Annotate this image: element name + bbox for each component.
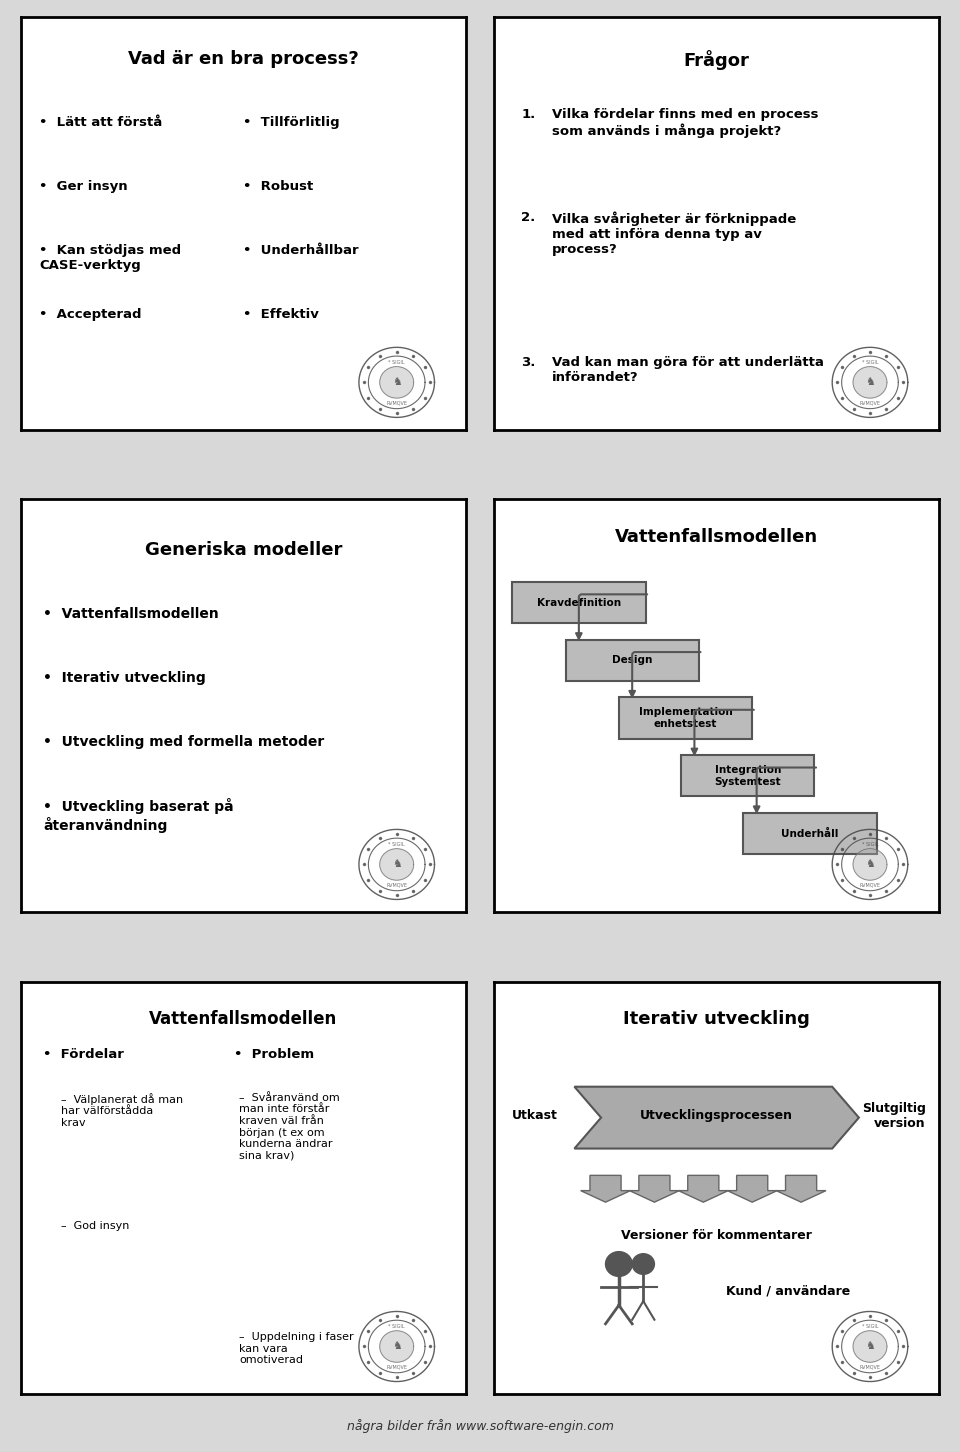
Text: 2.: 2.: [521, 211, 536, 224]
Text: * SIGIL: * SIGIL: [389, 360, 405, 364]
Text: 1.: 1.: [521, 107, 536, 121]
Polygon shape: [728, 1175, 777, 1202]
Text: •  Lätt att förstå: • Lätt att förstå: [39, 116, 162, 129]
Polygon shape: [679, 1175, 729, 1202]
Text: Vattenfallsmodellen: Vattenfallsmodellen: [615, 529, 818, 546]
Text: Integration
Systemtest: Integration Systemtest: [714, 765, 781, 787]
Text: 3.: 3.: [521, 356, 536, 369]
Text: –  Svåranvänd om
man inte förstår
kraven väl från
början (t ex om
kunderna ändra: – Svåranvänd om man inte förstår kraven …: [239, 1093, 340, 1162]
FancyBboxPatch shape: [619, 697, 753, 739]
Text: Utkast: Utkast: [513, 1109, 558, 1122]
Polygon shape: [853, 366, 887, 398]
Text: RVMQVE: RVMQVE: [386, 401, 407, 405]
Text: Frågor: Frågor: [684, 51, 750, 70]
FancyBboxPatch shape: [513, 582, 645, 623]
Text: RVMQVE: RVMQVE: [386, 1365, 407, 1369]
Text: Kravdefinition: Kravdefinition: [537, 598, 621, 607]
Text: •  Utveckling baserat på
återanvändning: • Utveckling baserat på återanvändning: [43, 799, 234, 833]
Polygon shape: [777, 1175, 826, 1202]
Text: Underhåll: Underhåll: [781, 829, 839, 839]
Text: •  Underhållbar: • Underhållbar: [244, 244, 359, 257]
Text: Implementation
enhetstest: Implementation enhetstest: [638, 707, 732, 729]
FancyBboxPatch shape: [681, 755, 814, 796]
FancyBboxPatch shape: [743, 813, 876, 854]
Text: •  Accepterad: • Accepterad: [39, 308, 141, 321]
Circle shape: [606, 1252, 633, 1276]
Text: –  God insyn: – God insyn: [61, 1221, 130, 1231]
Text: Generiska modeller: Generiska modeller: [145, 540, 342, 559]
Text: •  Kan stödjas med
CASE-verktyg: • Kan stödjas med CASE-verktyg: [39, 244, 181, 272]
Polygon shape: [380, 1330, 414, 1362]
Text: * SIGIL: * SIGIL: [389, 842, 405, 847]
Circle shape: [633, 1253, 655, 1275]
Polygon shape: [574, 1086, 859, 1149]
Text: –  Välplanerat då man
har välförstådda
krav: – Välplanerat då man har välförstådda kr…: [61, 1093, 183, 1128]
Text: •  Utveckling med formella metoder: • Utveckling med formella metoder: [43, 735, 324, 749]
Text: ♞: ♞: [392, 1342, 401, 1352]
Text: ♞: ♞: [865, 378, 875, 388]
Text: ♞: ♞: [865, 860, 875, 870]
Polygon shape: [380, 366, 414, 398]
Text: •  Effektiv: • Effektiv: [244, 308, 320, 321]
Text: RVMQVE: RVMQVE: [386, 883, 407, 887]
Text: •  Iterativ utveckling: • Iterativ utveckling: [43, 671, 206, 685]
Text: Vad är en bra process?: Vad är en bra process?: [128, 51, 359, 68]
FancyBboxPatch shape: [565, 640, 699, 681]
Text: Vilka svårigheter är förknippade
med att införa denna typ av
process?: Vilka svårigheter är förknippade med att…: [552, 211, 797, 256]
Text: * SIGIL: * SIGIL: [389, 1324, 405, 1329]
Text: Vad kan man göra för att underlätta
införandet?: Vad kan man göra för att underlätta infö…: [552, 356, 824, 383]
Text: Utvecklingsprocessen: Utvecklingsprocessen: [640, 1109, 793, 1122]
Polygon shape: [853, 848, 887, 880]
Text: •  Tillförlitlig: • Tillförlitlig: [244, 116, 340, 129]
Polygon shape: [581, 1175, 631, 1202]
Text: Iterativ utveckling: Iterativ utveckling: [623, 1011, 810, 1028]
Text: Vattenfallsmodellen: Vattenfallsmodellen: [149, 1011, 338, 1028]
Text: •  Fördelar: • Fördelar: [43, 1047, 124, 1060]
Text: Versioner för kommentarer: Versioner för kommentarer: [621, 1228, 812, 1241]
Text: * SIGIL: * SIGIL: [862, 842, 878, 847]
Text: * SIGIL: * SIGIL: [862, 1324, 878, 1329]
Text: ♞: ♞: [392, 378, 401, 388]
Text: RVMQVE: RVMQVE: [859, 401, 880, 405]
Text: Vilka fördelar finns med en process
som används i många projekt?: Vilka fördelar finns med en process som …: [552, 107, 819, 138]
Text: •  Robust: • Robust: [244, 180, 314, 193]
Text: •  Problem: • Problem: [234, 1047, 315, 1060]
Text: några bilder från www.software-engin.com: några bilder från www.software-engin.com: [347, 1419, 613, 1433]
Text: * SIGIL: * SIGIL: [862, 360, 878, 364]
Polygon shape: [853, 1330, 887, 1362]
Text: Kund / användare: Kund / användare: [726, 1285, 850, 1297]
Text: Design: Design: [612, 655, 653, 665]
Polygon shape: [380, 848, 414, 880]
Text: Slutgiltig
version: Slutgiltig version: [862, 1102, 925, 1130]
Text: ♞: ♞: [392, 860, 401, 870]
Text: •  Ger insyn: • Ger insyn: [39, 180, 128, 193]
Text: RVMQVE: RVMQVE: [859, 1365, 880, 1369]
Text: RVMQVE: RVMQVE: [859, 883, 880, 887]
Text: •  Vattenfallsmodellen: • Vattenfallsmodellen: [43, 607, 219, 620]
Text: ♞: ♞: [865, 1342, 875, 1352]
Polygon shape: [630, 1175, 680, 1202]
Text: –  Uppdelning i faser
kan vara
omotiverad: – Uppdelning i faser kan vara omotiverad: [239, 1331, 353, 1365]
